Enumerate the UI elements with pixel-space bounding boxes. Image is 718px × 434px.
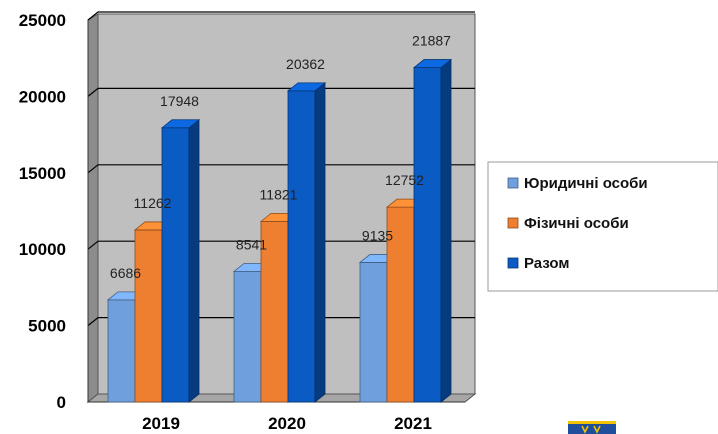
y-axis: 0 5000 10000 15000 20000 25000 xyxy=(19,11,89,412)
bar-side xyxy=(440,58,452,403)
legend-swatch xyxy=(507,217,519,229)
legend-swatch xyxy=(507,257,519,269)
bars xyxy=(106,58,453,403)
bar-top xyxy=(412,59,453,68)
bar-front xyxy=(287,90,316,403)
data-labels: 6686 11262 17948 8541 11821 20362 9135 12752 218… xyxy=(110,33,451,281)
gridline xyxy=(87,87,475,97)
data-label: 8541 xyxy=(236,236,267,252)
logo-emblem xyxy=(568,421,616,434)
bar-top xyxy=(160,119,201,129)
bar-front xyxy=(359,262,388,403)
bar-front xyxy=(413,67,442,403)
legend-label: Фізичні особи xyxy=(524,215,629,232)
y-tick-label: 10000 xyxy=(19,240,66,259)
bar xyxy=(286,82,327,403)
data-label: 20362 xyxy=(286,56,325,72)
gridline xyxy=(87,317,475,327)
bar-front xyxy=(134,229,163,403)
bar-front xyxy=(107,299,136,403)
bar-side xyxy=(314,82,326,403)
data-label: 11262 xyxy=(134,195,172,211)
y-tick-label: 25000 xyxy=(19,11,66,30)
x-tick-label: 2021 xyxy=(394,414,432,433)
data-label: 6686 xyxy=(110,265,141,281)
data-label: 9135 xyxy=(362,227,393,243)
x-tick-label: 2020 xyxy=(268,414,306,433)
grid-lines xyxy=(87,11,475,327)
y-tick-label: 5000 xyxy=(28,317,66,336)
data-label: 21887 xyxy=(412,33,451,49)
legend-box xyxy=(487,161,718,292)
bar-front xyxy=(386,206,415,403)
chart-side-wall xyxy=(87,13,99,404)
data-label: 12752 xyxy=(385,172,424,188)
bar-top xyxy=(286,82,327,92)
legend-label: Разом xyxy=(524,255,569,272)
gridline xyxy=(87,11,475,21)
bar-side xyxy=(188,118,200,403)
y-tick-label: 15000 xyxy=(19,164,66,183)
bar xyxy=(160,118,201,403)
x-tick-label: 2019 xyxy=(142,414,180,433)
legend: Юридичні особи Фізичні особи Разом xyxy=(487,161,718,292)
legend-items: Юридичні особи Фізичні особи Разом xyxy=(507,175,648,272)
bar-front xyxy=(161,127,190,403)
bar xyxy=(412,58,453,403)
gridline xyxy=(87,240,475,250)
legend-label: Юридичні особи xyxy=(524,175,648,192)
y-tick-label: 20000 xyxy=(19,87,66,106)
data-label: 17948 xyxy=(160,93,199,109)
legend-swatch xyxy=(507,177,519,189)
data-label: 11821 xyxy=(260,186,298,202)
x-axis: 2019 2020 2021 xyxy=(88,401,465,433)
y-tick-label: 0 xyxy=(57,393,66,412)
bar-front xyxy=(233,271,262,403)
gridline xyxy=(87,164,475,174)
